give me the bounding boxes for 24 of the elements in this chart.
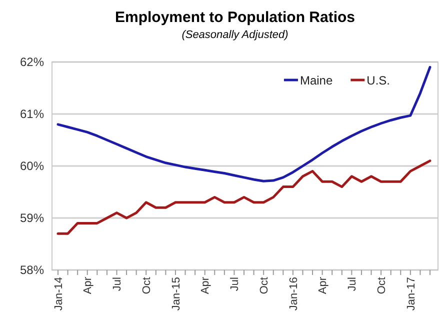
x-tick-label: Jul	[346, 277, 359, 292]
y-tick-label: 58%	[20, 262, 44, 277]
x-tick-label: Jul	[229, 277, 242, 292]
x-tick-label: Jan-15	[170, 277, 182, 311]
x-tick-label: Apr	[317, 276, 330, 294]
y-tick-label: 60%	[20, 158, 44, 173]
chart-title: Employment to Population Ratios	[114, 9, 356, 26]
line-series	[56, 160, 432, 235]
x-tick-label: Oct	[376, 277, 388, 294]
legend-label: U.S.	[366, 74, 390, 88]
chart-subtitle: (Seasonally Adjusted)	[182, 29, 289, 41]
line-series	[56, 66, 432, 182]
x-tick-label: Jan-17	[405, 277, 418, 311]
x-tick-label: Oct	[140, 277, 153, 294]
x-tick-label: Jan-14	[52, 277, 65, 311]
legend-label: Maine	[300, 74, 333, 88]
x-tick-label: Jan-16	[288, 277, 300, 311]
x-tick-label: Apr	[82, 276, 94, 294]
x-tick-label: Apr	[200, 276, 212, 294]
y-tick-label: 61%	[20, 106, 44, 121]
y-tick-label: 59%	[20, 210, 44, 225]
x-tick-label: Jul	[112, 277, 124, 292]
y-tick-label: 62%	[20, 54, 44, 69]
x-tick-label: Oct	[258, 277, 270, 294]
